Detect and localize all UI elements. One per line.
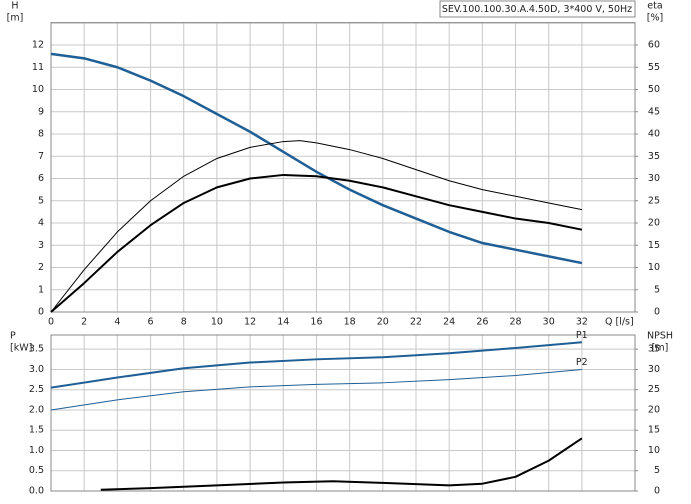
y-tick-label: 4 (38, 218, 44, 229)
x-tick-label: 12 (244, 317, 256, 328)
x-tick-label: 6 (148, 317, 154, 328)
y-tick-label: 2 (38, 262, 44, 273)
x-tick-label: 24 (443, 317, 455, 328)
plot-area (50, 22, 636, 313)
y2-tick-label: 55 (648, 62, 660, 73)
y2-tick-label: 5 (654, 465, 660, 476)
plot-frame (50, 22, 636, 313)
y2-tick-label: 45 (648, 106, 660, 117)
y-tick-label: 3 (38, 240, 44, 251)
y2-tick-label: 35 (648, 151, 660, 162)
y-tick-label: 8 (38, 129, 44, 140)
curve-label: P1 (576, 330, 588, 341)
y-tick-label: 12 (32, 40, 44, 51)
y2-tick-label: 0 (654, 486, 660, 497)
curve (50, 173, 583, 313)
title-box (439, 0, 636, 18)
y-axis-label: H (11, 1, 18, 12)
curve (50, 341, 582, 389)
y-tick-label: 3.0 (29, 364, 44, 375)
y2-tick-label: 40 (648, 129, 660, 140)
y2-tick-label: 20 (648, 404, 660, 415)
y2-tick-label: 15 (648, 240, 660, 251)
y2-tick-label: 10 (648, 445, 660, 456)
y-tick-label: 10 (32, 84, 44, 95)
curve (100, 437, 583, 491)
y2-tick-label: 30 (648, 364, 660, 375)
y-tick-label: 2.5 (29, 384, 44, 395)
x-tick-label: 2 (81, 317, 87, 328)
y-tick-label: 0.5 (29, 465, 44, 476)
y-axis-label: P (10, 331, 16, 342)
x-tick-label: 14 (277, 317, 289, 328)
curve (50, 52, 583, 265)
x-tick-label: 18 (344, 317, 356, 328)
y-tick-label: 5 (38, 195, 44, 206)
x-tick-label: 0 (48, 317, 54, 328)
y2-tick-label: 30 (648, 173, 660, 184)
y-tick-label: 1 (38, 284, 44, 295)
y2-tick-label: 0 (654, 307, 660, 318)
y2-tick-label: 50 (648, 84, 660, 95)
curve-label: P2 (576, 357, 588, 368)
curve (50, 368, 582, 411)
y-tick-label: 7 (38, 151, 44, 162)
y2-tick-label: 25 (648, 195, 660, 206)
y2-tick-label: 20 (648, 218, 660, 229)
y2-axis-unit: [%] (647, 13, 663, 24)
y-tick-label: 0 (38, 307, 44, 318)
y-tick-label: 9 (38, 106, 44, 117)
y-tick-label: 1.5 (29, 425, 44, 436)
y-axis-unit: [kW] (10, 343, 32, 354)
y2-tick-label: 10 (648, 262, 660, 273)
curve (50, 140, 583, 313)
y2-tick-label: 35 (648, 344, 660, 355)
y2-axis-label: eta (647, 1, 662, 12)
y-tick-label: 1.0 (29, 445, 44, 456)
x-tick-label: 30 (543, 317, 555, 328)
y2-axis-unit: [m] (652, 343, 669, 354)
x-tick-label: 20 (377, 317, 389, 328)
x-tick-label: 28 (509, 317, 521, 328)
y-tick-label: 0.0 (29, 486, 44, 497)
y2-tick-label: 25 (648, 384, 660, 395)
plot-frame (50, 334, 636, 492)
x-tick-label: 10 (211, 317, 223, 328)
y-axis-unit: [m] (7, 13, 24, 24)
y2-axis-label: NPSH (647, 331, 673, 342)
x-tick-label: 26 (476, 317, 488, 328)
chart-title: SEV.100.100.30.A.4.50D, 3*400 V, 50Hz (442, 4, 632, 15)
y-tick-label: 11 (32, 62, 44, 73)
y2-tick-label: 15 (648, 425, 660, 436)
y-tick-label: 3.5 (29, 344, 44, 355)
x-axis-label: Q [l/s] (605, 317, 634, 328)
x-tick-label: 8 (181, 317, 187, 328)
y2-tick-label: 60 (648, 40, 660, 51)
x-tick-label: 4 (114, 317, 120, 328)
y2-tick-label: 5 (654, 284, 660, 295)
y-tick-label: 6 (38, 173, 44, 184)
x-tick-label: 22 (410, 317, 422, 328)
y-tick-label: 2.0 (29, 404, 44, 415)
x-tick-label: 16 (310, 317, 322, 328)
x-tick-label: 32 (576, 317, 588, 328)
